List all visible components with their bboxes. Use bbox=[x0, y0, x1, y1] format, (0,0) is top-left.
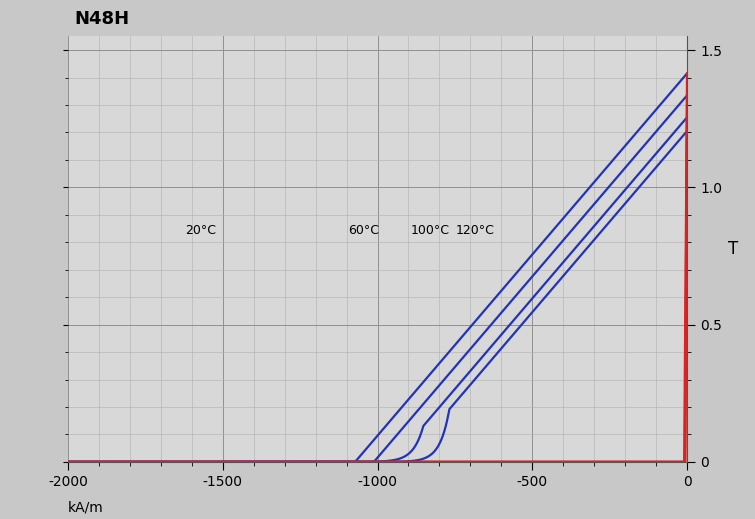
Text: 100°C: 100°C bbox=[411, 224, 450, 237]
Text: 60°C: 60°C bbox=[348, 224, 379, 237]
Y-axis label: T: T bbox=[729, 240, 738, 258]
Text: 20°C: 20°C bbox=[186, 224, 217, 237]
Text: kA/m: kA/m bbox=[68, 500, 103, 514]
Text: N48H: N48H bbox=[74, 10, 129, 28]
Text: 120°C: 120°C bbox=[455, 224, 495, 237]
